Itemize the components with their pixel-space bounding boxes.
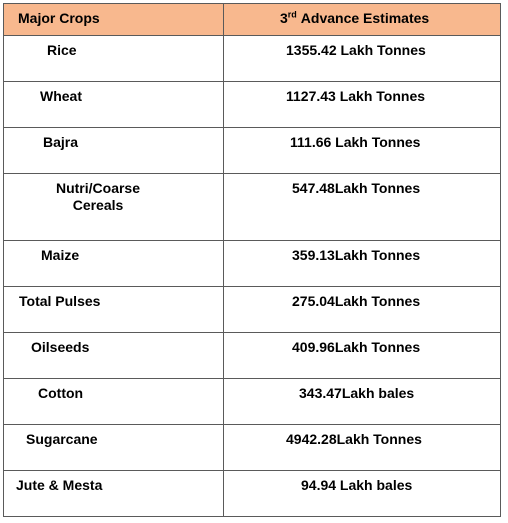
data-row: Cotton 343.47Lakh bales (3, 378, 501, 425)
data-row: Nutri/Coarse Cereals 547.48Lakh Tonnes (3, 173, 501, 241)
crop-cell: Cotton (3, 378, 224, 425)
header-row: Major Crops 3rd Advance Estimates (3, 3, 501, 36)
crop-text: Nutri/Coarse Cereals (55, 180, 141, 213)
crop-cell: Nutri/Coarse Cereals (3, 173, 224, 241)
estimate-cell: 94.94 Lakh bales (223, 470, 501, 517)
estimate-cell: 343.47Lakh bales (223, 378, 501, 425)
header-superscript: rd (287, 9, 297, 20)
header-cell: Major Crops (3, 3, 224, 36)
crop-cell: Oilseeds (3, 332, 224, 379)
estimate-cell: 1355.42 Lakh Tonnes (223, 35, 501, 82)
crop-cell: Wheat (3, 81, 224, 128)
estimate-cell: 1127.43 Lakh Tonnes (223, 81, 501, 128)
crop-cell: Sugarcane (3, 424, 224, 471)
header-cell: 3rd Advance Estimates (223, 3, 501, 36)
header-text: Advance Estimates (300, 10, 430, 26)
crop-cell: Maize (3, 240, 224, 287)
data-row: Oilseeds 409.96Lakh Tonnes (3, 332, 501, 379)
data-row: Sugarcane 4942.28Lakh Tonnes (3, 424, 501, 471)
estimate-cell: 4942.28Lakh Tonnes (223, 424, 501, 471)
header-text: 3 (280, 10, 288, 26)
crop-cell: Jute & Mesta (3, 470, 224, 517)
data-row: Rice 1355.42 Lakh Tonnes (3, 35, 501, 82)
crop-cell: Bajra (3, 127, 224, 174)
estimate-cell: 275.04Lakh Tonnes (223, 286, 501, 333)
header-text: Major Crops (18, 10, 100, 26)
estimate-cell: 547.48Lakh Tonnes (223, 173, 501, 241)
crop-cell: Total Pulses (3, 286, 224, 333)
data-row: Bajra 111.66 Lakh Tonnes (3, 127, 501, 174)
estimate-cell: 409.96Lakh Tonnes (223, 332, 501, 379)
data-row: Wheat 1127.43 Lakh Tonnes (3, 81, 501, 128)
estimate-cell: 111.66 Lakh Tonnes (223, 127, 501, 174)
crop-table: Major Crops 3rd Advance Estimates Rice 135… (3, 3, 501, 517)
data-row: Jute & Mesta 94.94 Lakh bales (3, 470, 501, 517)
crop-cell: Rice (3, 35, 224, 82)
data-row: Total Pulses 275.04Lakh Tonnes (3, 286, 501, 333)
estimate-cell: 359.13Lakh Tonnes (223, 240, 501, 287)
data-row: Maize 359.13Lakh Tonnes (3, 240, 501, 287)
